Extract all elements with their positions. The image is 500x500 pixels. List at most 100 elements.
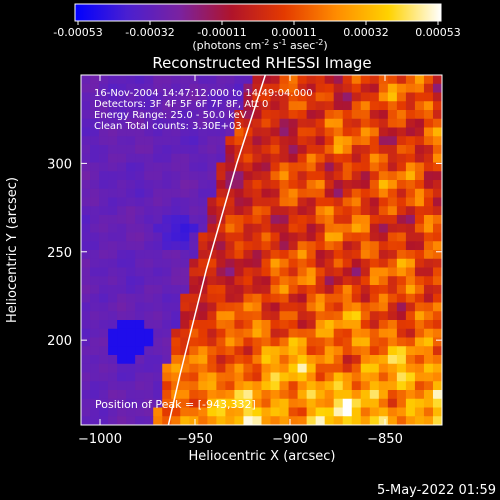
heatmap-cell bbox=[216, 136, 227, 146]
heatmap-cell bbox=[324, 75, 335, 85]
heatmap-cell bbox=[234, 346, 245, 356]
heatmap-cell bbox=[279, 381, 290, 391]
heatmap-cell bbox=[396, 258, 407, 269]
heatmap-cell bbox=[225, 337, 236, 347]
heatmap-cell bbox=[432, 258, 442, 269]
heatmap-cell bbox=[405, 276, 416, 286]
heatmap-cell bbox=[153, 337, 163, 347]
heatmap-cell bbox=[387, 328, 398, 339]
heatmap-cell bbox=[333, 302, 344, 312]
heatmap-cell bbox=[315, 118, 326, 129]
heatmap-cell bbox=[243, 153, 254, 164]
heatmap-cell bbox=[90, 416, 100, 425]
heatmap-cell bbox=[378, 206, 389, 216]
heatmap-cell bbox=[90, 372, 100, 382]
heatmap-cell bbox=[369, 320, 380, 330]
heatmap-cell bbox=[288, 197, 299, 207]
heatmap-cell bbox=[333, 267, 344, 277]
heatmap-cell bbox=[387, 381, 398, 391]
heatmap-cell bbox=[360, 416, 371, 425]
heatmap-cell bbox=[288, 390, 299, 400]
heatmap-cell bbox=[153, 372, 163, 382]
heatmap-cell bbox=[108, 337, 118, 347]
heatmap-cell bbox=[351, 162, 362, 172]
heatmap-cell bbox=[144, 92, 154, 102]
heatmap-cell bbox=[423, 197, 434, 207]
heatmap-cell bbox=[387, 346, 398, 356]
heatmap-cell bbox=[333, 206, 344, 216]
heatmap-cell bbox=[108, 416, 118, 425]
heatmap-cell bbox=[99, 355, 109, 365]
heatmap-cell bbox=[153, 197, 163, 207]
heatmap-cell bbox=[135, 346, 145, 356]
heatmap-cell bbox=[306, 293, 317, 304]
heatmap-cell bbox=[198, 101, 208, 111]
heatmap-cell bbox=[315, 407, 326, 417]
heatmap-cell bbox=[162, 337, 172, 347]
heatmap-cell bbox=[333, 75, 344, 85]
heatmap-cell bbox=[279, 285, 290, 295]
heatmap-cell bbox=[324, 328, 335, 339]
heatmap-cell bbox=[261, 363, 272, 374]
heatmap-cell bbox=[378, 83, 389, 94]
heatmap-cell bbox=[333, 188, 344, 199]
heatmap-cell bbox=[261, 407, 272, 417]
heatmap-cell bbox=[387, 188, 398, 199]
heatmap-cell bbox=[162, 223, 172, 234]
heatmap-cell bbox=[261, 206, 272, 216]
heatmap-cell bbox=[414, 293, 425, 304]
heatmap-cell bbox=[144, 276, 154, 286]
heatmap-cell bbox=[225, 110, 236, 120]
heatmap-cell bbox=[351, 136, 362, 146]
heatmap-cell bbox=[225, 372, 236, 382]
heatmap-cell bbox=[288, 75, 299, 85]
heatmap-cell bbox=[135, 180, 145, 190]
heatmap-cell bbox=[234, 215, 245, 225]
heatmap-cell bbox=[189, 363, 199, 374]
heatmap-cell bbox=[126, 171, 136, 181]
heatmap-cell bbox=[297, 346, 308, 356]
heatmap-cell bbox=[207, 346, 217, 356]
heatmap-cell bbox=[387, 241, 398, 251]
heatmap-cell bbox=[270, 162, 281, 172]
heatmap-cell bbox=[252, 346, 263, 356]
heatmap-cell bbox=[423, 180, 434, 190]
heatmap-cell bbox=[144, 337, 154, 347]
heatmap-cell bbox=[369, 381, 380, 391]
heatmap-cell bbox=[369, 162, 380, 172]
heatmap-cell bbox=[180, 92, 190, 102]
heatmap-cell bbox=[288, 320, 299, 330]
heatmap-cell bbox=[423, 390, 434, 400]
heatmap-cell bbox=[360, 215, 371, 225]
heatmap-cell bbox=[135, 241, 145, 251]
heatmap-cell bbox=[423, 223, 434, 234]
heatmap-cell bbox=[333, 355, 344, 365]
solar-limb-curve bbox=[167, 75, 267, 425]
heatmap-cell bbox=[315, 363, 326, 374]
heatmap-cell bbox=[270, 267, 281, 277]
colorbar bbox=[74, 3, 442, 22]
heatmap-cell bbox=[396, 267, 407, 277]
heatmap-cell bbox=[207, 416, 217, 425]
heatmap-cell bbox=[117, 276, 127, 286]
heatmap-cell bbox=[126, 311, 136, 321]
heatmap-cell bbox=[252, 197, 263, 207]
heatmap-cell bbox=[225, 320, 236, 330]
heatmap-cell bbox=[81, 285, 91, 295]
heatmap-cell bbox=[342, 118, 353, 129]
heatmap-cell bbox=[369, 171, 380, 181]
heatmap-cell bbox=[171, 407, 181, 417]
heatmap-cell bbox=[306, 407, 317, 417]
heatmap-cell bbox=[342, 162, 353, 172]
heatmap-cell bbox=[369, 223, 380, 234]
heatmap-cell bbox=[297, 118, 308, 129]
heatmap-cell bbox=[333, 180, 344, 190]
heatmap-cell bbox=[315, 267, 326, 277]
heatmap-cell bbox=[387, 416, 398, 425]
heatmap-cell bbox=[360, 92, 371, 102]
heatmap-cell bbox=[198, 153, 208, 164]
heatmap-cell bbox=[189, 258, 199, 269]
heatmap-cell bbox=[315, 197, 326, 207]
heatmap-cell bbox=[261, 101, 272, 111]
heatmap-cell bbox=[360, 145, 371, 155]
